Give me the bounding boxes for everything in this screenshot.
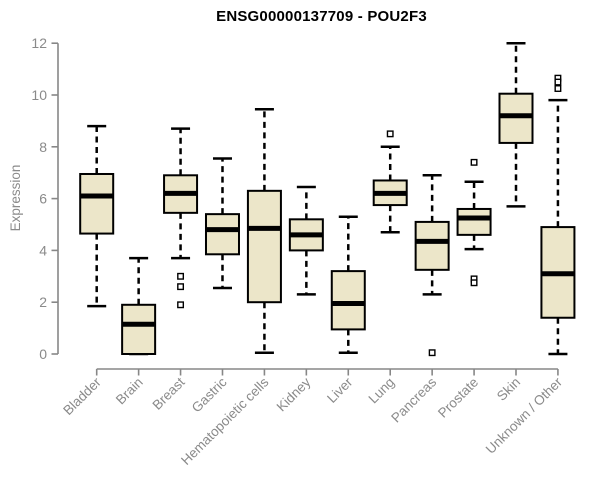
x-tick-label: Pancreas (388, 374, 439, 425)
boxplot-brain (121, 256, 157, 356)
outlier-point (177, 283, 185, 291)
y-tick-label: 8 (39, 139, 47, 155)
x-tick-label: Breast (149, 374, 187, 412)
outlier-point (554, 85, 562, 92)
x-tick-label: Skin (494, 375, 523, 404)
outlier-point (470, 279, 478, 287)
outlier-point (177, 272, 185, 280)
x-tick-label: Unknown / Other (483, 374, 566, 457)
boxplot-gastric (204, 157, 240, 290)
boxplot-pancreas (414, 174, 450, 357)
boxplot-hematopoietic-cells (246, 107, 282, 354)
boxplot-bladder (79, 124, 115, 308)
boxplot-skin (498, 41, 534, 208)
y-tick-label: 12 (31, 35, 47, 51)
box (498, 92, 534, 144)
x-tick-label: Bladder (60, 374, 104, 418)
x-tick-label: Kidney (274, 374, 314, 414)
box (414, 220, 450, 271)
x-tick-label: Liver (324, 374, 356, 406)
boxplot-liver (330, 215, 366, 354)
x-tick-label: Prostate (435, 375, 481, 421)
boxplot-lung (372, 130, 408, 234)
y-tick-label: 10 (31, 87, 47, 103)
box (330, 270, 366, 331)
y-tick-label: 0 (39, 346, 47, 362)
y-tick-label: 2 (39, 294, 47, 310)
boxplot-breast (163, 127, 199, 309)
boxplot-kidney (288, 185, 324, 296)
box (79, 172, 115, 235)
outlier-point (177, 301, 185, 309)
x-tick-label: Lung (365, 375, 397, 407)
box (204, 213, 240, 256)
box (456, 207, 492, 236)
outlier-point (386, 130, 394, 138)
outlier-point (470, 158, 478, 166)
outlier-point (554, 78, 562, 86)
box (121, 303, 157, 356)
chart-title: ENSG00000137709 - POU2F3 (216, 8, 427, 25)
y-tick-label: 4 (39, 242, 47, 258)
y-tick-label: 6 (39, 191, 47, 207)
y-axis-label: Expression (8, 164, 23, 232)
x-tick-label: Gastric (189, 374, 230, 415)
boxplot-unknown-other (540, 74, 576, 356)
outlier-point (428, 349, 436, 357)
box (246, 189, 282, 304)
x-tick-label: Brain (113, 375, 146, 408)
boxplot-prostate (456, 158, 492, 287)
